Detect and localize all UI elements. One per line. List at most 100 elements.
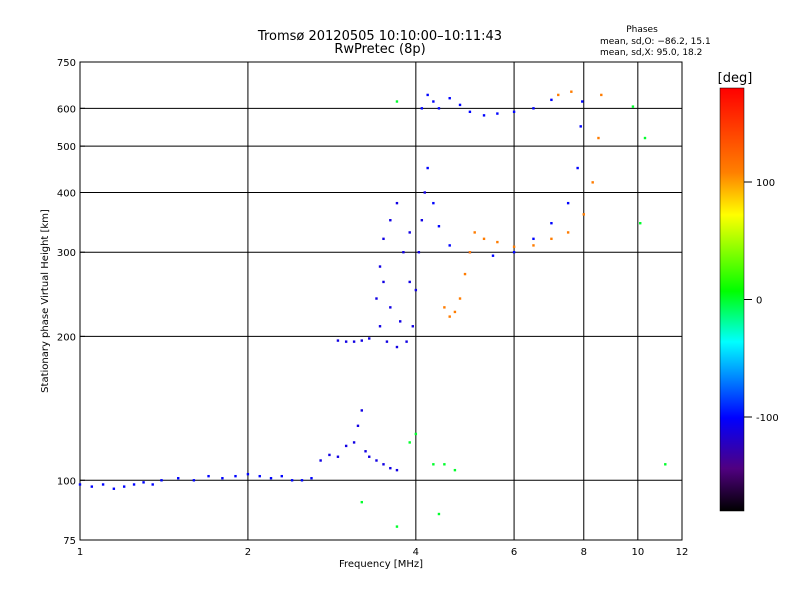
echo-point [414,288,418,292]
echo-point [482,114,486,117]
echo-point [453,310,457,314]
echo-point [532,107,535,110]
echo-point [411,325,414,328]
echo-point [151,483,154,486]
x-tick-label: 8 [581,547,587,558]
echo-points [78,90,667,528]
y-tick-label: 75 [63,536,76,547]
echo-point [491,254,495,257]
echo-point [399,320,402,323]
echo-point [375,297,378,300]
echo-point [360,409,363,412]
echo-point [382,237,385,241]
echo-point [395,100,399,103]
echo-point [192,479,196,482]
echo-point [395,468,399,472]
echo-point [579,125,582,128]
echo-point [458,297,462,300]
echo-point [432,463,435,466]
y-tick-label: 100 [57,476,76,487]
echo-point [177,477,180,480]
echo-point [310,477,313,480]
echo-point [234,474,237,478]
echo-point [448,315,451,318]
echo-point [512,245,516,248]
echo-point [664,463,667,466]
echo-point [432,201,435,205]
echo-point [78,483,82,486]
echo-point [364,450,367,453]
echo-point [290,479,294,482]
echo-point [112,487,116,490]
echo-point [352,340,356,343]
echo-point [395,201,399,205]
colorbar-ticks: 100 0 -100 [744,178,779,424]
x-tick-label: 10 [631,547,644,558]
echo-point [512,110,516,114]
grid-lines [80,62,682,540]
echo-point [385,340,389,343]
echo-point [426,93,429,97]
echo-point [426,166,429,170]
colorbar-tick-label: -100 [756,413,779,424]
echo-point [408,441,411,444]
chart-title: Tromsø 20120505 10:10:00–10:11:43 [257,29,502,44]
echo-point [557,93,560,97]
x-tick-label: 2 [245,547,251,558]
y-tick-label: 750 [57,58,76,69]
echo-point [207,474,210,478]
echo-point [280,474,283,478]
echo-point [389,219,392,222]
x-axis-ticks: 1 2 4 6 8 10 12 [77,547,689,558]
echo-point [532,244,535,247]
echo-point [550,237,553,241]
echo-point [550,222,553,225]
echo-point [463,272,467,276]
x-tick-label: 12 [676,547,689,558]
echo-point [336,455,340,458]
echo-point [160,479,163,482]
echo-point [631,105,635,108]
echo-point [408,280,411,284]
echo-point [473,231,476,234]
echo-point [378,265,382,268]
phases-stats-x: mean, sd,X: 95.0, 18.2 [600,48,702,58]
echo-point [368,455,371,458]
colorbar-tick-label: 100 [756,178,775,189]
y-tick-label: 400 [57,188,76,199]
echo-point [453,468,457,472]
echo-point [368,337,371,340]
x-tick-label: 6 [511,547,517,558]
echo-point [122,485,126,488]
echo-point [414,432,418,436]
echo-point [375,459,378,462]
x-tick-label: 1 [77,547,83,558]
echo-point [448,244,451,247]
x-tick-label: 4 [413,547,419,558]
echo-point [496,240,499,244]
echo-point [395,345,399,349]
echo-point [356,424,360,428]
echo-point [328,453,331,457]
echo-point [468,110,472,114]
echo-point [382,280,385,284]
echo-point [591,181,594,184]
echo-point [344,340,348,343]
echo-point [408,231,411,234]
colorbar [719,87,745,512]
x-axis-label: Frequency [MHz] [339,559,423,570]
echo-point [458,103,462,107]
plot-area [79,61,683,541]
chart-subtitle: RwPretec (8p) [334,42,425,57]
echo-point [597,136,600,140]
echo-point [582,213,585,216]
y-tick-label: 300 [57,248,76,259]
y-tick-label: 500 [57,142,76,153]
echo-point [437,512,441,516]
echo-point [420,219,424,222]
echo-point [443,306,446,309]
echo-point [437,225,441,228]
phases-stats-o: mean, sd,O: −86.2, 15.1 [600,37,711,47]
echo-point [389,306,392,309]
echo-point [496,112,499,115]
